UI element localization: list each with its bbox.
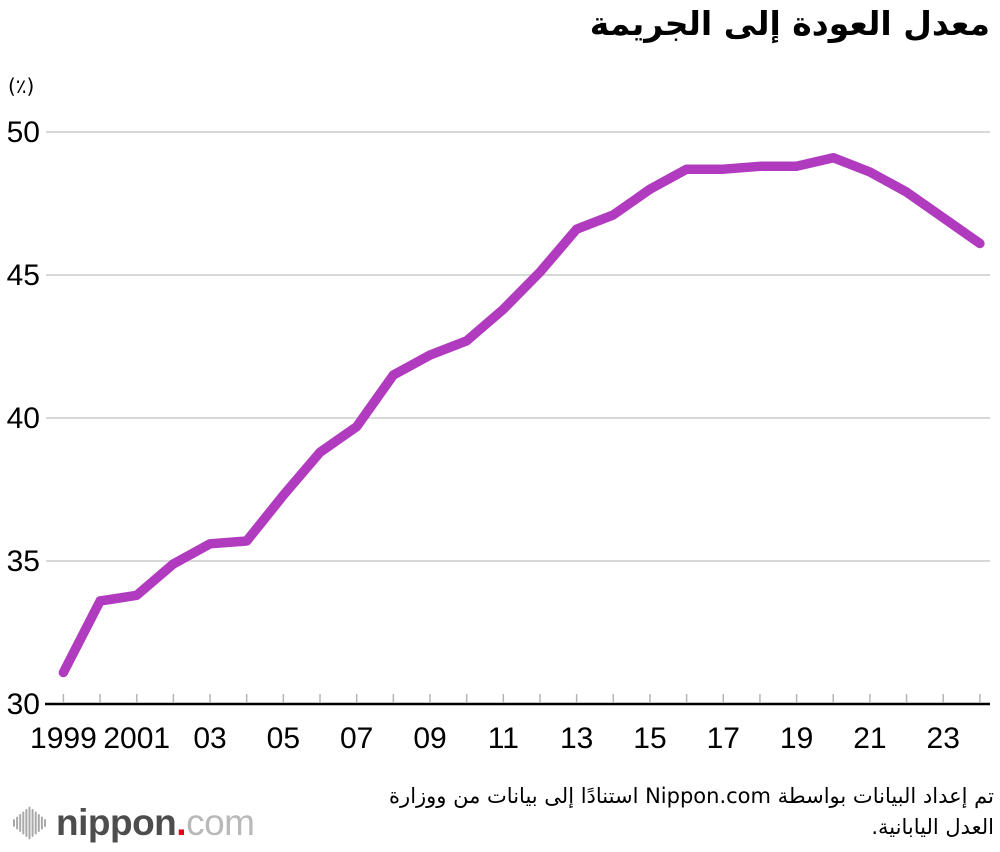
x-axis-tick-label: 05 — [267, 722, 300, 755]
x-axis-tick-label: 07 — [340, 722, 373, 755]
source-line-2: العدل اليابانية. — [871, 815, 994, 839]
x-axis-tick-label: 19 — [780, 722, 813, 755]
source-line-1: تم إعداد البيانات بواسطة Nippon.com استن… — [389, 784, 994, 808]
x-axis-tick-label: 17 — [707, 722, 740, 755]
soundwave-bar — [16, 816, 19, 830]
x-axis-tick-label: 09 — [413, 722, 446, 755]
x-axis-tick-label: 2001 — [103, 722, 170, 755]
soundwave-bar — [31, 809, 34, 837]
soundwave-bar — [40, 816, 43, 830]
logo-text: nippon.com — [56, 802, 255, 844]
logo-text-nippon: nippon — [56, 802, 177, 843]
x-axis-tick-label: 13 — [560, 722, 593, 755]
soundwave-bar — [13, 819, 15, 827]
page-title: معدل العودة إلى الجريمة — [589, 4, 990, 43]
x-axis-tick-label: 1999 — [30, 722, 97, 755]
nippon-logo: nippon.com — [12, 798, 255, 848]
logo-dot: . — [176, 802, 187, 843]
soundwave-bar — [22, 811, 25, 835]
x-axis-tick-label: 23 — [927, 722, 960, 755]
logo-text-com: com — [186, 802, 255, 843]
soundwave-bar — [44, 819, 46, 827]
y-axis-unit-label: (٪) — [8, 74, 35, 98]
y-axis-tick-label: 45 — [7, 259, 40, 292]
soundwave-bar — [37, 814, 40, 832]
soundwave-bars-icon — [13, 806, 46, 840]
soundwave-bar — [19, 814, 22, 832]
y-axis-tick-label: 30 — [7, 688, 40, 721]
x-axis-tick-label: 21 — [853, 722, 886, 755]
y-axis-tick-label: 40 — [7, 402, 40, 435]
x-axis-tick-label: 11 — [488, 722, 519, 755]
x-axis-tick-label: 15 — [633, 722, 666, 755]
y-axis-tick-label: 35 — [7, 545, 40, 578]
recidivism-line-chart: 30 35 40 45 50 1999 2001 03 05 07 09 11 13 15 17 19 21 23 — [7, 116, 990, 755]
soundwave-bar — [25, 809, 28, 837]
soundwave-bar — [28, 806, 31, 840]
x-axis-tick-label: 03 — [193, 722, 226, 755]
source-attribution: تم إعداد البيانات بواسطة Nippon.com استن… — [274, 781, 994, 843]
soundwave-bar — [34, 811, 37, 835]
y-axis-tick-label: 50 — [7, 116, 40, 149]
recidivism-data-line — [58, 152, 985, 678]
